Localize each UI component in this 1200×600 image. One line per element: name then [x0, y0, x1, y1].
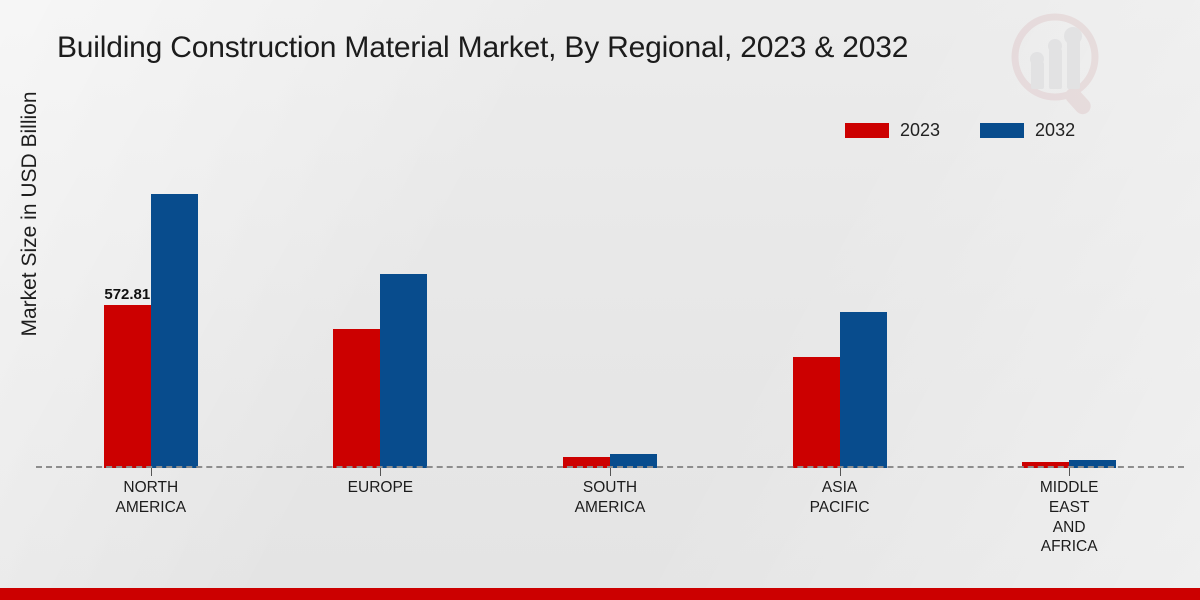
bar-2032[interactable] — [380, 274, 428, 468]
footer-accent-bar — [0, 588, 1200, 600]
x-axis-tick-mark — [150, 468, 152, 476]
bar-2032[interactable] — [609, 453, 657, 468]
x-axis-tick-mark — [839, 468, 841, 476]
bar-pair — [333, 170, 428, 468]
bar-pair — [1022, 170, 1117, 468]
legend-swatch-2023 — [845, 122, 889, 138]
bar-2023[interactable]: 572.81 — [103, 286, 151, 468]
bar-2032[interactable] — [839, 311, 887, 468]
bar-2023[interactable] — [1022, 461, 1070, 468]
bar-group — [954, 170, 1184, 468]
x-axis-category-label: EUROPE — [347, 479, 414, 496]
bar-pair — [792, 170, 887, 468]
x-axis-category-label: ASIA PACIFIC — [809, 479, 870, 516]
bar-group — [725, 170, 955, 468]
bar-groups: 572.81 — [36, 170, 1184, 468]
x-axis-category-label: NORTH AMERICA — [115, 479, 187, 516]
x-axis-category-label: SOUTH AMERICA — [574, 479, 646, 516]
legend-label-2032: 2032 — [1035, 120, 1076, 140]
legend-item-2023[interactable]: 2023 — [845, 121, 940, 139]
bar-group: 572.81 — [36, 170, 266, 468]
plot-area: 572.81 — [36, 170, 1184, 468]
bar-2023[interactable] — [562, 456, 610, 468]
x-axis-tick-mark — [609, 468, 611, 476]
chart-title: Building Construction Material Market, B… — [57, 31, 909, 64]
chart-legend: 2023 2032 — [845, 121, 1075, 139]
bar-2032[interactable] — [150, 194, 198, 468]
bar-2032[interactable] — [1069, 460, 1117, 468]
legend-item-2032[interactable]: 2032 — [980, 121, 1075, 139]
legend-swatch-2032 — [980, 122, 1025, 138]
bar-group — [266, 170, 496, 468]
bar-2023[interactable] — [333, 328, 381, 468]
watermark-logo — [1008, 12, 1108, 122]
bar-pair: 572.81 — [103, 170, 198, 468]
bar-value-label: 572.81 — [104, 286, 151, 304]
bar-pair — [562, 170, 657, 468]
x-axis-category-label: MIDDLE EAST AND AFRICA — [1039, 479, 1099, 556]
bar-group — [495, 170, 725, 468]
x-axis-baseline — [36, 466, 1184, 468]
x-axis-tick-mark — [380, 468, 382, 476]
x-axis-tick-mark — [1069, 468, 1071, 476]
legend-label-2023: 2023 — [900, 120, 941, 140]
bar-2023[interactable] — [792, 357, 840, 468]
